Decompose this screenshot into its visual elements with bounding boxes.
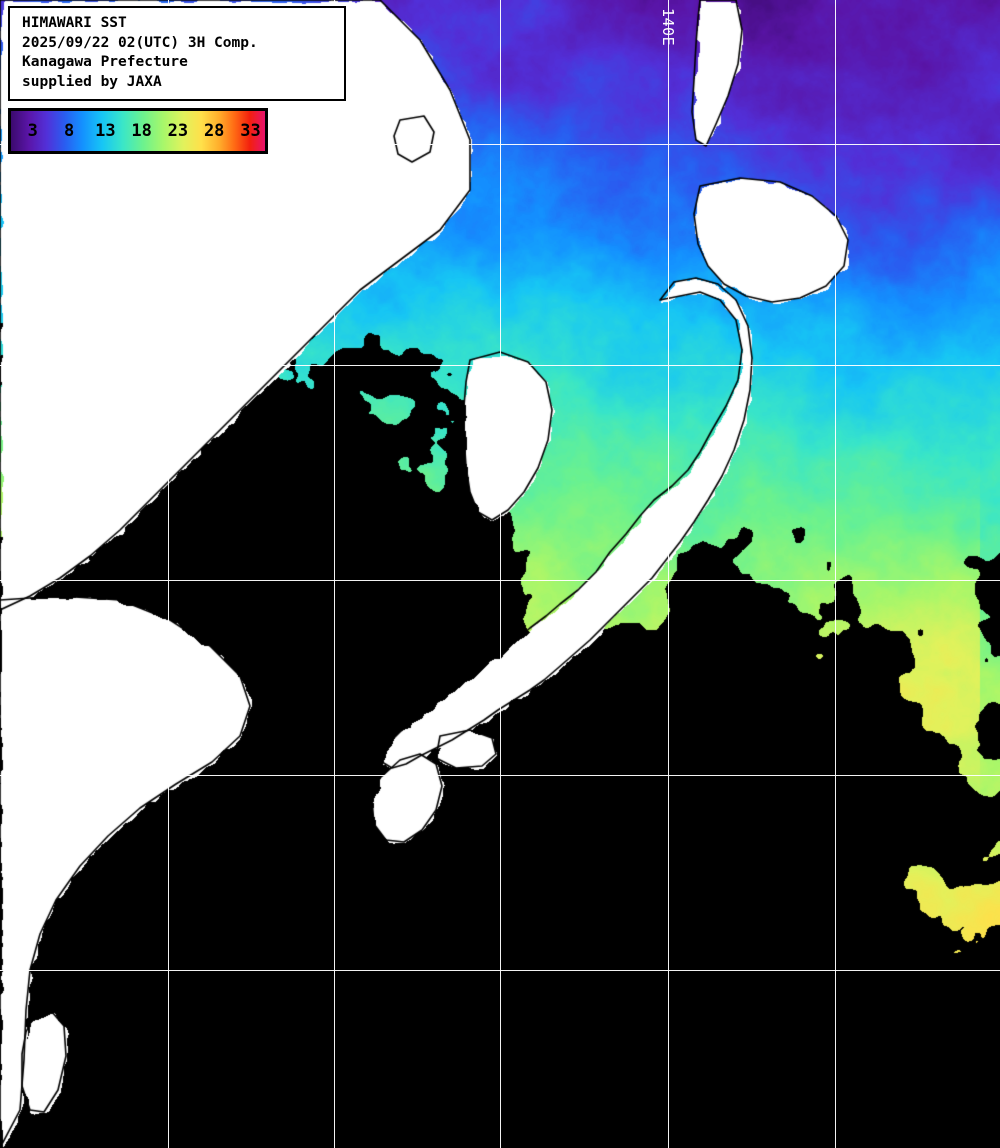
- longitude-label-140e: 140E: [659, 8, 677, 47]
- title-line-supplier: supplied by JAXA: [22, 73, 162, 90]
- title-line-product: HIMAWARI SST: [22, 15, 127, 31]
- colorbar-tick-8: 8: [63, 121, 75, 141]
- latitude-label-40n: 40N: [8, 356, 37, 374]
- colorbar-tick-labels: 3 8 13 18 23 28 33: [11, 111, 265, 151]
- title-line-region: Kanagawa Prefecture: [22, 54, 188, 70]
- title-box: HIMAWARI SST 2025/09/22 02(UTC) 3H Comp.…: [8, 6, 346, 101]
- colorbar: 3 8 13 18 23 28 33: [8, 108, 268, 154]
- colorbar-tick-28: 28: [203, 121, 225, 141]
- colorbar-tick-13: 13: [95, 121, 116, 141]
- colorbar-tick-3: 3: [27, 121, 38, 141]
- colorbar-tick-23: 23: [167, 121, 189, 141]
- colorbar-tick-18: 18: [131, 121, 152, 141]
- title-line-datetime: 2025/09/22 02(UTC) 3H Comp.: [22, 34, 258, 51]
- legend-panel: HIMAWARI SST 2025/09/22 02(UTC) 3H Comp.…: [8, 6, 346, 154]
- colorbar-tick-33: 33: [240, 121, 261, 141]
